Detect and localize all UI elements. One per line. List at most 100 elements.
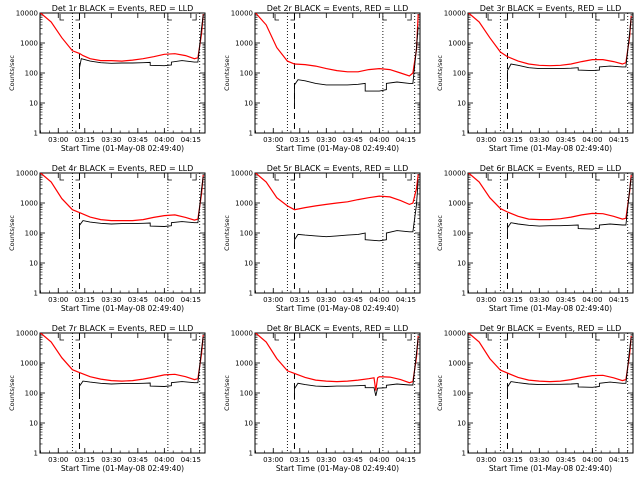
time-marker <box>75 334 80 341</box>
x-tick-label: 04:15 <box>181 136 201 144</box>
x-tick-label: 03:00 <box>263 296 283 304</box>
x-tick-label: 04:00 <box>582 296 602 304</box>
time-marker <box>290 334 295 341</box>
events-series-line <box>507 17 632 82</box>
y-axis-label: Counts/sec <box>8 215 16 251</box>
y-tick-label: 1000 <box>235 200 253 208</box>
y-tick-label: 1 <box>34 450 38 458</box>
y-tick-label: 1000 <box>448 40 466 48</box>
y-tick-label: 100 <box>25 70 38 78</box>
lld-series-line <box>468 13 632 67</box>
x-tick-label: 03:30 <box>529 456 549 464</box>
x-tick-label: 04:15 <box>181 296 201 304</box>
panel-det-9r: Det 9r BLACK = Events, RED = LLD 1 10 100 10… <box>436 324 634 473</box>
y-axis-label: Counts/sec <box>8 55 16 91</box>
x-tick-label: 04:00 <box>154 456 174 464</box>
x-tick-label: 04:15 <box>396 456 416 464</box>
y-tick-label: 10000 <box>231 170 253 178</box>
x-tick-label: 04:15 <box>396 296 416 304</box>
y-tick-label: 100 <box>240 390 253 398</box>
x-tick-label: 03:45 <box>556 136 576 144</box>
panel-det-2r: Det 2r BLACK = Events, RED = LLD 1 10 100 10… <box>223 4 421 153</box>
panel-title: Det 1r BLACK = Events, RED = LLD <box>52 4 194 13</box>
x-axis-label: Start Time (01-May-08 02:49:40) <box>276 464 399 473</box>
x-tick-label: 03:15 <box>290 136 310 144</box>
x-tick-label: 03:00 <box>263 456 283 464</box>
y-tick-label: 10 <box>29 420 38 428</box>
x-tick-label: 04:15 <box>396 136 416 144</box>
time-marker <box>59 14 65 21</box>
x-axis-label: Start Time (01-May-08 02:49:40) <box>276 304 399 313</box>
x-tick-label: 03:45 <box>128 456 148 464</box>
y-axis-label: Counts/sec <box>8 375 16 411</box>
events-series-line <box>294 337 419 400</box>
panel-title: Det 3r BLACK = Events, RED = LLD <box>480 4 622 13</box>
time-marker <box>59 174 65 181</box>
y-tick-label: 10000 <box>444 330 466 338</box>
y-tick-label: 1 <box>462 130 466 138</box>
events-series-line <box>79 15 204 76</box>
x-tick-label: 03:15 <box>75 456 95 464</box>
time-marker <box>595 14 600 21</box>
x-tick-label: 04:00 <box>369 296 389 304</box>
lld-series-line <box>40 333 204 382</box>
panel-title: Det 4r BLACK = Events, RED = LLD <box>52 164 194 173</box>
x-tick-label: 04:00 <box>369 456 389 464</box>
x-tick-label: 03:00 <box>48 456 68 464</box>
time-marker <box>274 334 280 341</box>
x-tick-label: 03:30 <box>529 296 549 304</box>
time-marker <box>503 14 508 21</box>
y-tick-label: 1000 <box>235 360 253 368</box>
y-tick-label: 10000 <box>231 10 253 18</box>
events-series-line <box>294 179 419 249</box>
x-tick-label: 03:30 <box>101 456 121 464</box>
panel-det-4r: Det 4r BLACK = Events, RED = LLD 1 10 100 10… <box>8 164 206 313</box>
time-marker <box>192 174 197 181</box>
events-series-line <box>79 336 204 396</box>
y-tick-label: 10000 <box>231 330 253 338</box>
y-tick-label: 1 <box>34 130 38 138</box>
time-marker <box>620 14 625 21</box>
x-tick-label: 04:00 <box>369 136 389 144</box>
y-tick-label: 10000 <box>16 330 38 338</box>
y-tick-label: 10000 <box>444 10 466 18</box>
x-tick-label: 03:15 <box>75 296 95 304</box>
x-tick-label: 04:15 <box>609 136 629 144</box>
time-marker <box>487 174 493 181</box>
panel-det-7r: Det 7r BLACK = Events, RED = LLD 1 10 100 10… <box>8 324 206 473</box>
x-tick-label: 03:00 <box>48 136 68 144</box>
panel-det-3r: Det 3r BLACK = Events, RED = LLD 1 10 100 10… <box>436 4 634 153</box>
x-tick-label: 03:15 <box>503 456 523 464</box>
lld-series-line <box>468 173 632 221</box>
lld-series-line <box>255 333 419 391</box>
panel-det-8r: Det 8r BLACK = Events, RED = LLD 1 10 100 10… <box>223 324 421 473</box>
y-axis-label: Counts/sec <box>223 215 231 251</box>
y-tick-label: 10000 <box>16 170 38 178</box>
x-tick-label: 03:30 <box>316 456 336 464</box>
panel-det-1r: Det 1r BLACK = Events, RED = LLD 1 10 100 10… <box>8 4 206 153</box>
x-tick-label: 03:30 <box>316 296 336 304</box>
x-tick-label: 03:00 <box>476 136 496 144</box>
y-tick-label: 10 <box>457 420 466 428</box>
x-tick-label: 03:15 <box>290 456 310 464</box>
y-tick-label: 100 <box>453 390 466 398</box>
y-tick-label: 100 <box>25 390 38 398</box>
y-tick-label: 10 <box>29 260 38 268</box>
x-tick-label: 04:00 <box>582 456 602 464</box>
time-marker <box>407 334 412 341</box>
x-tick-label: 03:15 <box>503 296 523 304</box>
time-marker <box>487 334 493 341</box>
y-tick-label: 1000 <box>20 40 38 48</box>
time-marker <box>382 174 387 181</box>
x-tick-label: 03:45 <box>343 296 363 304</box>
y-tick-label: 1000 <box>448 200 466 208</box>
panels-grid: Det 1r BLACK = Events, RED = LLD11010010… <box>8 4 634 473</box>
time-marker <box>192 14 197 21</box>
y-tick-label: 1000 <box>20 200 38 208</box>
time-marker <box>290 14 295 21</box>
panel-title: Det 5r BLACK = Events, RED = LLD <box>267 164 409 173</box>
panel-det-6r: Det 6r BLACK = Events, RED = LLD 1 10 100 10… <box>436 164 634 313</box>
x-tick-label: 03:15 <box>75 136 95 144</box>
y-tick-label: 100 <box>240 70 253 78</box>
